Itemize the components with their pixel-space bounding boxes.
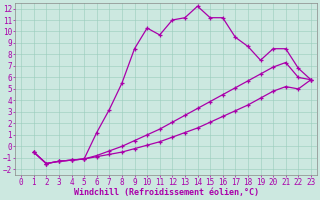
X-axis label: Windchill (Refroidissement éolien,°C): Windchill (Refroidissement éolien,°C): [74, 188, 259, 197]
